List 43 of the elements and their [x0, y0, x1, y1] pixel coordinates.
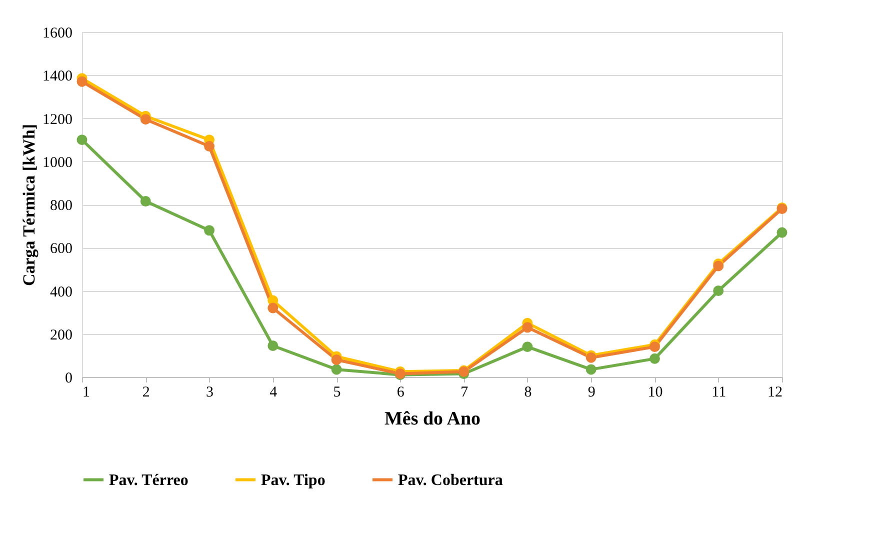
point	[586, 364, 596, 375]
point	[204, 141, 215, 152]
y-tick-label: 800	[50, 198, 72, 214]
point	[76, 76, 88, 87]
legend-label: Pav. Térreo	[109, 472, 188, 489]
x-tick-label: 12	[768, 384, 782, 400]
y-tick-label: 0	[65, 370, 72, 386]
y-tick-label: 1000	[42, 154, 72, 171]
point	[204, 225, 215, 236]
legend-label: Pav. Tipo	[261, 472, 326, 489]
y-tick-label: 400	[50, 284, 72, 300]
x-axis-title: Mês do Ano	[384, 408, 481, 430]
y-tick-label: 200	[50, 327, 72, 344]
point	[331, 354, 342, 365]
point	[76, 134, 88, 146]
x-tick-label: 5	[333, 384, 341, 400]
x-tick-label: 1	[82, 384, 90, 400]
x-tick-label: 9	[588, 384, 596, 400]
x-tick-label: 2	[142, 384, 150, 400]
x-tick-label: 4	[270, 384, 278, 400]
x-tick-label: 8	[524, 384, 532, 400]
point	[522, 342, 533, 352]
x-tick-label: 11	[712, 384, 726, 400]
legend-label: Pav. Cobertura	[398, 472, 503, 489]
point	[140, 196, 151, 206]
point	[140, 114, 151, 125]
point	[522, 322, 533, 333]
point	[776, 227, 788, 238]
y-tick-label: 1600	[42, 26, 72, 42]
x-tick-label: 7	[460, 384, 469, 400]
x-tick-label: 6	[396, 384, 405, 400]
y-tick-label: 1200	[42, 112, 72, 128]
point	[268, 302, 278, 314]
x-tick-label: 3	[206, 384, 214, 400]
y-tick-label: 600	[50, 241, 72, 258]
point	[713, 286, 724, 296]
point	[649, 353, 660, 364]
y-tick-label: 1400	[42, 68, 72, 85]
point	[331, 364, 342, 375]
point	[649, 342, 660, 352]
x-tick-label: 10	[648, 384, 663, 400]
point	[268, 340, 278, 351]
y-axis-title: Carga Térmica [kWh]	[20, 124, 38, 286]
